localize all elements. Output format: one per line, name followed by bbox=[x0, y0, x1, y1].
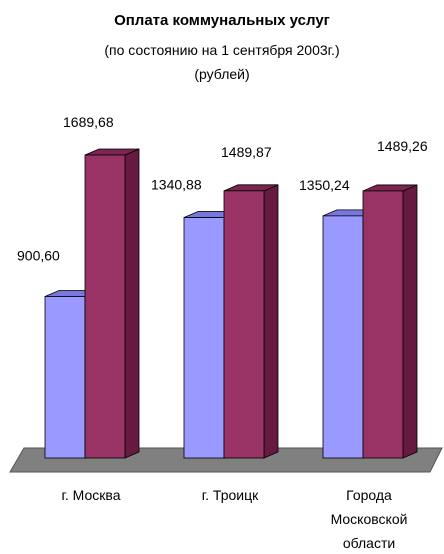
category-label-3-line-3: области bbox=[343, 535, 395, 551]
category-label-2-line-1: г. Троицк bbox=[202, 487, 259, 503]
chart-subtitle-date: (по состоянию на 1 сентября 2003г.) bbox=[104, 42, 340, 58]
data-label-series1-2: 1340,88 bbox=[151, 177, 202, 193]
category-label-3-line-1: Города bbox=[346, 487, 392, 503]
bar-series2-3 bbox=[362, 190, 404, 459]
chart-title: Оплата коммунальных услуг bbox=[114, 12, 330, 29]
bar-series1-3 bbox=[322, 215, 364, 459]
bar-series1-2 bbox=[183, 217, 225, 459]
bar-series2-3-side bbox=[402, 184, 418, 459]
bar-series2-1-side bbox=[124, 148, 140, 459]
data-label-series1-1: 900,60 bbox=[17, 248, 60, 264]
data-label-series2-2: 1489,87 bbox=[221, 144, 272, 160]
data-label-series2-1: 1689,68 bbox=[63, 114, 114, 130]
data-label-series2-3: 1489,26 bbox=[377, 138, 428, 154]
chart-subtitle-units: (рублей) bbox=[194, 66, 250, 82]
bar-series2-2-side bbox=[263, 184, 279, 459]
category-label-1-line-1: г. Москва bbox=[62, 487, 121, 503]
bar-series1-1 bbox=[44, 296, 86, 459]
category-label-3-line-2: Московской bbox=[331, 511, 408, 527]
data-label-series1-3: 1350,24 bbox=[299, 177, 350, 193]
bar-series2-2 bbox=[223, 190, 265, 459]
bar-series2-1 bbox=[84, 154, 126, 459]
